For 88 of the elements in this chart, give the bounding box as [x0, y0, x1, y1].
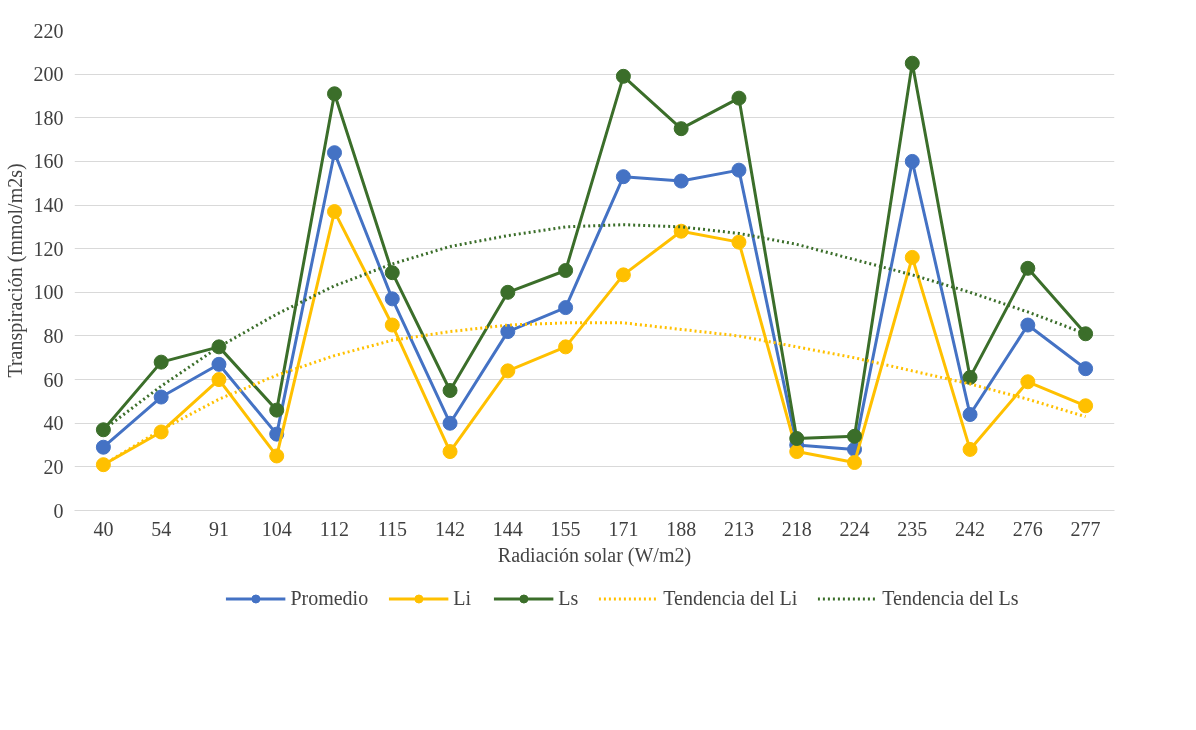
point: [731, 234, 747, 250]
point: [789, 431, 805, 446]
point: [327, 204, 342, 220]
x-tick-label: 171: [608, 517, 639, 540]
point: [1020, 260, 1036, 276]
point: [442, 444, 458, 460]
y-tick-label: 200: [33, 63, 64, 86]
point: [962, 369, 978, 385]
point: [673, 223, 689, 239]
y-tick-label: 220: [33, 19, 64, 42]
point: [615, 68, 631, 84]
point: [384, 291, 400, 307]
point: [847, 455, 862, 470]
point: [269, 448, 285, 464]
point: [384, 317, 400, 333]
point: [615, 267, 631, 283]
x-tick-label: 218: [781, 517, 812, 540]
x-tick-label: 142: [435, 517, 466, 540]
point: [384, 265, 400, 281]
point: [558, 339, 574, 355]
point: [95, 457, 111, 473]
y-tick-label: 140: [33, 194, 64, 217]
point: [673, 121, 689, 137]
y-axis-title: Transpiración (mmol/m2s): [3, 163, 27, 378]
x-tick-label: 104: [261, 517, 292, 540]
point: [731, 162, 747, 178]
y-tick-label: 0: [53, 499, 64, 522]
legend-label: Tendencia del Ls: [882, 586, 1019, 610]
legend-label: Promedio: [290, 586, 369, 610]
x-tick-label: 277: [1070, 517, 1101, 540]
point: [962, 407, 978, 422]
legend-label: Tendencia del Li: [663, 586, 798, 610]
point: [673, 173, 689, 189]
point: [500, 284, 516, 300]
y-tick-label: 180: [33, 106, 64, 129]
point: [615, 169, 631, 185]
point: [327, 145, 342, 161]
point: [1020, 374, 1036, 390]
point: [95, 439, 111, 455]
y-tick-label: 100: [33, 281, 64, 304]
point: [904, 55, 920, 71]
x-tick-label: 115: [377, 517, 407, 540]
y-tick-label: 160: [33, 150, 64, 173]
point: [153, 354, 169, 370]
y-tick-label: 20: [43, 455, 64, 478]
x-tick-label: 40: [93, 517, 114, 540]
y-tick-label: 120: [33, 237, 64, 260]
point: [211, 339, 227, 355]
point: [95, 422, 111, 438]
legend-label: Li: [453, 586, 472, 610]
x-tick-label: 224: [839, 517, 870, 540]
x-tick-label: 242: [955, 517, 986, 540]
point: [211, 356, 227, 372]
point: [1020, 317, 1036, 333]
point: [904, 249, 920, 265]
x-tick-label: 155: [550, 517, 581, 540]
point: [500, 363, 516, 379]
point: [442, 415, 458, 431]
point: [904, 153, 920, 169]
x-tick-label: 188: [666, 517, 697, 540]
point: [500, 324, 516, 340]
x-tick-label: 112: [319, 517, 350, 540]
point: [789, 444, 805, 460]
x-tick-label: 235: [897, 517, 928, 540]
y-tick-label: 80: [43, 324, 64, 347]
legend-label: Ls: [558, 586, 579, 610]
point: [153, 424, 169, 440]
point: [1078, 326, 1094, 342]
point: [558, 263, 574, 278]
point: [1078, 361, 1094, 377]
point: [153, 389, 169, 405]
point: [847, 428, 862, 444]
x-tick-label: 213: [723, 517, 754, 540]
y-tick-label: 60: [43, 368, 64, 391]
point: [731, 90, 747, 106]
point: [962, 441, 978, 457]
x-tick-label: 54: [151, 517, 172, 540]
point: [442, 383, 458, 398]
y-tick-label: 40: [43, 412, 64, 435]
point: [269, 402, 285, 418]
x-tick-label: 91: [208, 517, 229, 540]
point: [211, 372, 227, 388]
point: [558, 300, 574, 316]
x-tick-label: 144: [492, 517, 523, 540]
x-tick-label: 276: [1012, 517, 1043, 540]
x-axis-title: Radiación solar (W/m2): [497, 543, 692, 567]
point: [327, 86, 342, 102]
point: [1078, 398, 1094, 414]
